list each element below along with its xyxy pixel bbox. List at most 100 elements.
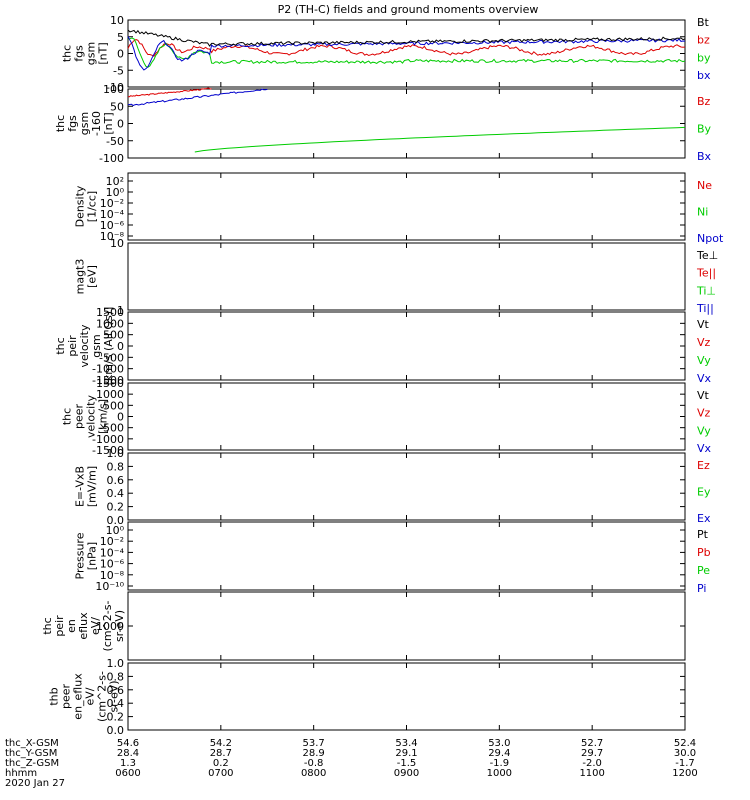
x-axis-value: 0600 [115, 768, 140, 779]
y-tick-label: 10² [106, 175, 124, 188]
series-by-line [127, 37, 686, 68]
legend-entry: Vx [697, 442, 712, 455]
x-axis-value: 54.2 [210, 738, 232, 749]
legend-entry: Bx [697, 150, 712, 163]
x-axis-value: 53.7 [303, 738, 325, 749]
panel-frame [127, 452, 686, 521]
y-tick-label: 1000 [96, 388, 124, 401]
x-axis-value: 52.4 [674, 738, 696, 749]
y-axis-label: thbpeeren_efluxeV/(cm^2-s-sr-eV) [48, 671, 121, 722]
y-tick-label: 0.4 [107, 697, 125, 710]
legend-entry: Vy [697, 354, 711, 367]
y-tick-label: 1 [117, 304, 124, 317]
x-axis-value: 1100 [579, 768, 604, 779]
series-Bx-line [127, 88, 268, 107]
legend-entry: Pi [697, 582, 706, 595]
y-axis-label: thcfgsgsm[nT] [61, 42, 110, 65]
x-axis-row-label: thc_Y-GSM [5, 748, 57, 759]
y-tick-label: 0.6 [107, 684, 125, 697]
y-tick-label: 0.2 [107, 501, 125, 514]
y-tick-label: 0.4 [107, 487, 125, 500]
y-tick-label: -10 [106, 81, 124, 94]
legend-entry: Ti|| [696, 302, 714, 315]
y-tick-label: 0 [117, 48, 124, 61]
y-axis-label: thcfgsgsm-160[nT] [54, 111, 115, 136]
x-axis-row-label: hhmm [5, 768, 37, 779]
y-tick-label: 10⁻² [100, 535, 124, 548]
y-tick-label: 0 [117, 118, 124, 131]
legend-entry: Vx [697, 372, 712, 385]
y-axis-label: Density[1/cc] [74, 185, 99, 227]
x-axis-value: 53.4 [395, 738, 417, 749]
legend-entry: Pb [697, 546, 711, 559]
series-Bz-line [128, 87, 212, 98]
series-bz-line [127, 39, 686, 57]
y-axis-label: thcpeervelocity[km/s] [61, 395, 110, 438]
panel-frame [127, 242, 686, 311]
y-tick-label: 1500 [96, 377, 124, 390]
legend-entry: Vz [697, 336, 711, 349]
y-tick-label: -5 [113, 64, 124, 77]
legend-entry: By [697, 123, 712, 136]
y-tick-label: 10 [110, 237, 124, 250]
y-tick-label: 1500 [96, 306, 124, 319]
legend-entry: Te|| [696, 267, 716, 280]
x-axis-value: -1.9 [490, 758, 510, 769]
y-tick-label: 10⁻² [100, 197, 124, 210]
y-tick-label: 10⁻⁶ [100, 558, 125, 571]
panel-frame [127, 382, 686, 451]
y-tick-label: -1000 [92, 363, 124, 376]
y-tick-label: 0 [117, 340, 124, 353]
y-tick-label: 0 [117, 411, 124, 424]
legend-entry: Pe [697, 564, 710, 577]
legend-entry: Pt [697, 528, 709, 541]
y-tick-label: -1000 [92, 433, 124, 446]
series-By-line [194, 126, 686, 153]
legend-entry: bz [697, 34, 710, 47]
legend-entry: Vz [697, 407, 711, 420]
y-tick-label: 10⁻¹⁰ [95, 580, 124, 593]
y-tick-label: 1000 [96, 317, 124, 330]
x-axis-value: 1.3 [120, 758, 136, 769]
y-tick-label: 500 [103, 329, 124, 342]
legend-entry: Ni [697, 206, 708, 219]
x-axis-value: 54.6 [117, 738, 139, 749]
y-tick-label: -100 [99, 152, 124, 165]
legend-entry: Ex [697, 512, 711, 525]
y-tick-label: -1500 [92, 374, 124, 387]
y-tick-label: 0.8 [107, 460, 125, 473]
y-tick-label: 50 [110, 100, 124, 113]
y-axis-label: thcpeirvelocitygsm[km/s (All Qs)] [54, 307, 115, 386]
legend-entry: by [697, 51, 711, 64]
x-axis-value: 29.4 [488, 748, 510, 759]
x-axis-value: 29.1 [395, 748, 417, 759]
panel-frame [127, 591, 686, 661]
legend-entry: Bz [697, 95, 711, 108]
x-axis-value: -1.7 [675, 758, 695, 769]
y-tick-label: 10 [110, 14, 124, 27]
series-bt-line [127, 29, 686, 47]
legend-entry: bx [697, 69, 711, 82]
chart-title: P2 (TH-C) fields and ground moments over… [278, 3, 539, 16]
x-axis-value: 53.0 [488, 738, 510, 749]
y-tick-label: 1000 [96, 620, 124, 633]
x-axis-value: 0.2 [213, 758, 229, 769]
x-axis-value: 1200 [672, 768, 697, 779]
panel-frame [127, 311, 686, 381]
x-axis-value: 0800 [301, 768, 326, 779]
x-axis-row-label: 2020 Jan 27 [5, 778, 65, 789]
x-axis-value: -1.5 [397, 758, 417, 769]
x-axis-value: 1000 [487, 768, 512, 779]
y-tick-label: 5 [117, 31, 124, 44]
x-axis-value: -2.0 [582, 758, 602, 769]
x-axis-value: -0.8 [304, 758, 324, 769]
y-axis-label: magt3[eV] [74, 259, 99, 295]
y-tick-label: 0.8 [107, 670, 125, 683]
y-tick-label: 0.0 [107, 514, 125, 527]
y-tick-label: 100 [103, 83, 124, 96]
x-axis-value: 52.7 [581, 738, 603, 749]
legend-entry: Ey [697, 486, 711, 499]
y-axis-label: Pressure[nPa] [74, 532, 99, 579]
y-tick-label: 10⁻⁶ [100, 219, 125, 232]
